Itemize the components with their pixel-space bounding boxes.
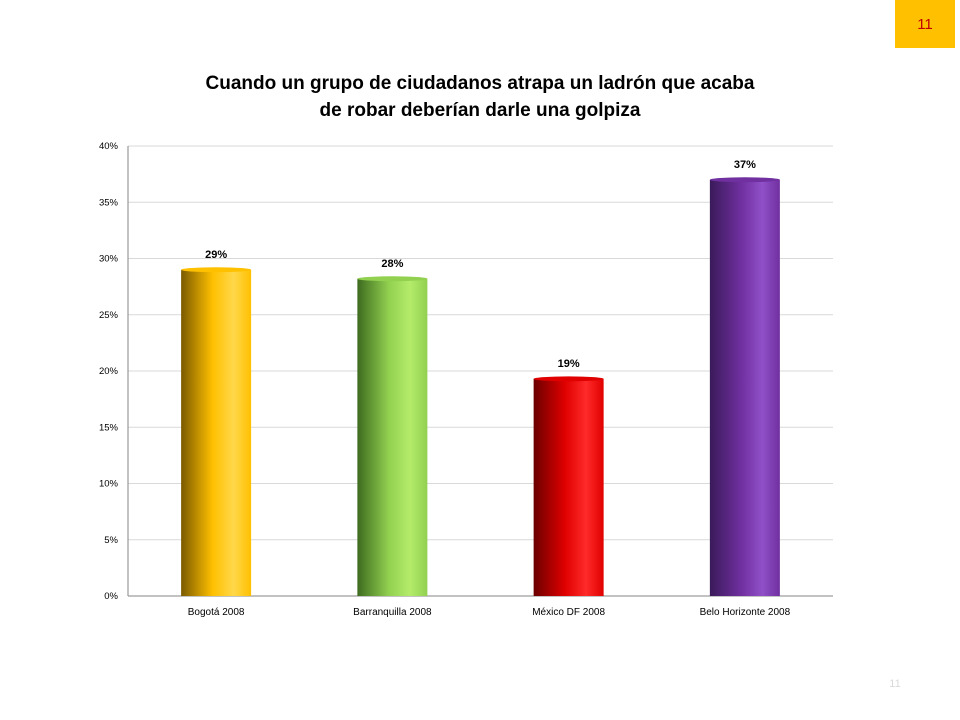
data-label-3: 37% bbox=[734, 159, 756, 171]
bar-3 bbox=[709, 179, 780, 596]
category-label-2: México DF 2008 bbox=[532, 607, 605, 618]
chart-title: Cuando un grupo de ciudadanos atrapa un … bbox=[120, 70, 840, 124]
category-label-0: Bogotá 2008 bbox=[188, 607, 245, 618]
data-label-2: 19% bbox=[558, 358, 580, 370]
y-tick-label-3: 15% bbox=[99, 422, 119, 433]
data-label-0: 29% bbox=[205, 249, 227, 261]
chart-title-line-2: de robar deberían darle una golpiza bbox=[319, 100, 641, 121]
chart-title-line-1: Cuando un grupo de ciudadanos atrapa un … bbox=[205, 73, 755, 94]
data-labels: 29% 28% 19% 37% bbox=[205, 159, 756, 370]
bar-cap-1 bbox=[357, 276, 428, 282]
y-tick-label-4: 20% bbox=[99, 366, 119, 377]
y-tick-label-5: 25% bbox=[99, 310, 119, 321]
bar-1 bbox=[357, 278, 428, 596]
x-axis-category-labels: Bogotá 2008 Barranquilla 2008 México DF 20… bbox=[188, 607, 791, 618]
bars bbox=[181, 177, 780, 596]
category-label-3: Belo Horizonte 2008 bbox=[700, 607, 791, 618]
page-number-badge: 11 bbox=[895, 0, 955, 48]
bar-cap-2 bbox=[533, 376, 604, 382]
y-axis-tick-labels: 0% 5% 10% 15% 20% 25% 30% 35% 40% bbox=[99, 141, 119, 602]
y-tick-label-0: 0% bbox=[104, 591, 118, 602]
category-label-1: Barranquilla 2008 bbox=[353, 607, 432, 618]
footer-page-number: 11 bbox=[889, 678, 901, 690]
y-tick-label-6: 30% bbox=[99, 254, 119, 265]
bar-cap-3 bbox=[709, 177, 780, 183]
bar-2 bbox=[533, 378, 604, 596]
y-tick-label-2: 10% bbox=[99, 479, 119, 490]
y-tick-label-1: 5% bbox=[104, 535, 118, 546]
bar-0 bbox=[181, 269, 252, 596]
y-tick-label-7: 35% bbox=[99, 197, 119, 208]
data-label-1: 28% bbox=[381, 258, 403, 270]
y-tick-label-8: 40% bbox=[99, 141, 119, 152]
bar-cap-0 bbox=[181, 267, 252, 273]
